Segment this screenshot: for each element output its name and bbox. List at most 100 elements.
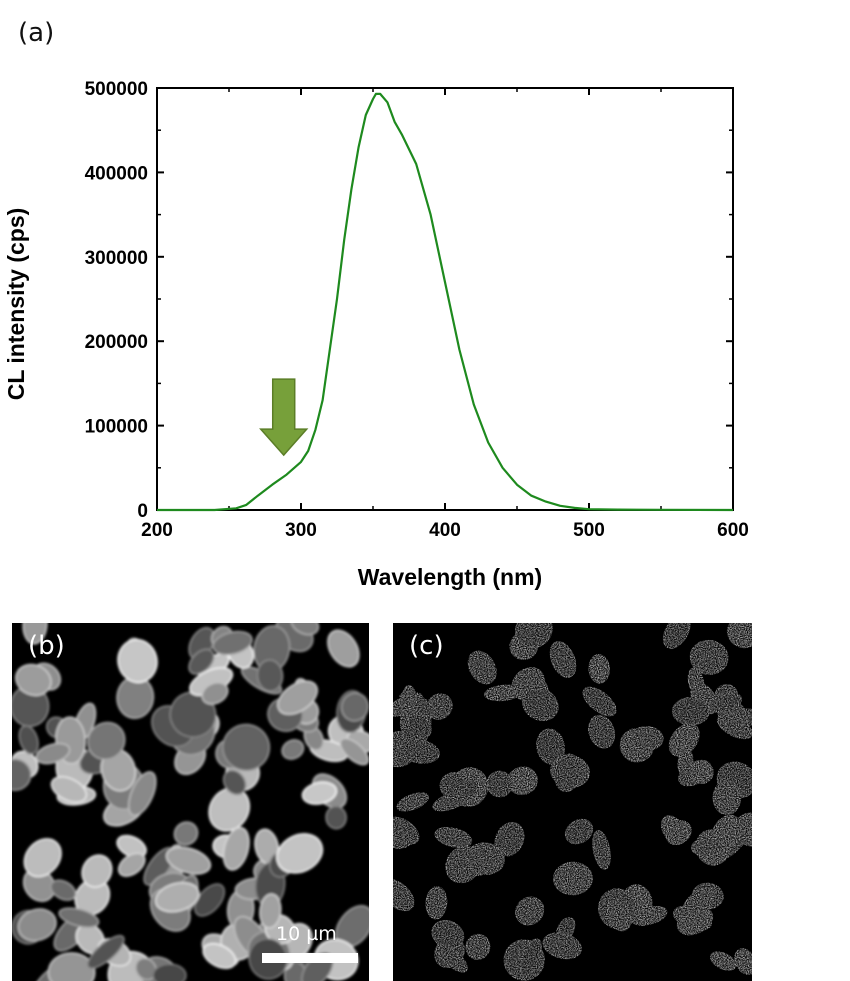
particle-cl [672, 696, 710, 726]
particle [165, 846, 212, 875]
particle-cl [515, 896, 545, 926]
x-tick-label: 200 [141, 520, 173, 541]
particle-cl [606, 899, 632, 932]
x-tick-label: 500 [573, 520, 605, 541]
x-axis-label: Wavelength (nm) [358, 564, 542, 590]
particle [188, 648, 215, 675]
particle-cl [698, 656, 723, 674]
particle [173, 821, 199, 846]
particle [201, 681, 229, 705]
particle-cl [668, 723, 700, 757]
particle-cl [393, 816, 420, 845]
particle [256, 659, 284, 692]
particle-cl [399, 739, 440, 764]
particle [81, 854, 113, 888]
particle-cl [564, 818, 594, 845]
y-tick-label: 200000 [85, 332, 148, 353]
x-tick-label: 600 [717, 520, 749, 541]
micrograph-b: (b) 10 µm [12, 623, 369, 981]
particle-cl [486, 770, 513, 798]
particle-cl [582, 686, 617, 717]
particle-cl [592, 830, 611, 870]
particle-cl [726, 623, 752, 649]
particle [47, 952, 96, 981]
particle-cl [554, 753, 582, 793]
particle-cl [552, 861, 593, 896]
particle-cl [734, 948, 752, 975]
micrograph-c: (c) [393, 623, 752, 981]
particle [340, 692, 369, 722]
y-tick-label: 500000 [85, 79, 148, 100]
y-tick-label: 100000 [85, 417, 148, 438]
particle [58, 907, 100, 928]
particle-cl [734, 812, 752, 847]
particle-cl [542, 932, 582, 960]
particle-cl [393, 878, 415, 912]
x-tick-label: 300 [285, 520, 317, 541]
y-axis-label: CL intensity (cps) [3, 208, 29, 401]
particle [222, 826, 250, 871]
particle [117, 638, 158, 684]
particle-cl [520, 938, 542, 977]
particle [35, 742, 71, 765]
particle-cl [549, 641, 577, 678]
panel-label-a: (a) [18, 18, 55, 48]
micrograph-c-image [393, 623, 752, 981]
scale-bar-line [262, 953, 358, 963]
particle [23, 838, 62, 878]
particle-cl [521, 687, 559, 721]
particle [202, 943, 237, 969]
particle [290, 623, 320, 636]
particle [18, 724, 39, 755]
particle [117, 852, 146, 877]
y-tick-label: 400000 [85, 163, 148, 184]
particle-cl [689, 760, 714, 784]
micrograph-b-image [12, 623, 369, 981]
scale-bar: 10 µm [262, 923, 358, 965]
particle-cl [630, 726, 664, 751]
particle [301, 781, 338, 805]
particle [212, 630, 253, 656]
scale-bar-label: 10 µm [276, 923, 337, 945]
particle-cl [465, 933, 491, 960]
particle [339, 737, 369, 766]
particle [276, 833, 324, 874]
series-line [157, 92, 734, 512]
particle-cl [716, 714, 752, 740]
particle-cl [662, 623, 691, 649]
particle-cl [425, 886, 448, 920]
particle-cl [588, 654, 610, 684]
particle-cl [709, 692, 743, 713]
particle [325, 805, 347, 830]
cl-spectrum-chart: 200 300 400 500 600 0 100000 200000 300000 400000… [3, 79, 749, 590]
particle-cl [515, 623, 553, 649]
y-tick-label: 0 [137, 501, 148, 522]
annotation-arrow [259, 378, 309, 457]
particle [12, 758, 32, 791]
plot-frame [156, 87, 734, 511]
particle-cl [588, 714, 616, 749]
particle [17, 908, 57, 942]
particle [327, 629, 360, 668]
particle-cl [465, 842, 505, 875]
particle [15, 663, 52, 697]
particle-cl [712, 780, 742, 816]
particle-cl [682, 887, 716, 917]
x-tick-label: 400 [429, 520, 461, 541]
particle [50, 776, 88, 803]
particle-cl [439, 772, 467, 799]
particle [87, 934, 125, 969]
particle-cl [467, 650, 497, 685]
y-tick-label: 300000 [85, 248, 148, 269]
particle [22, 623, 48, 645]
panel-label-c: (c) [409, 631, 444, 661]
particle-cl [396, 792, 429, 812]
particle-cl [434, 827, 473, 848]
particle [87, 721, 126, 760]
particle-cl [484, 684, 523, 702]
particle [135, 957, 157, 981]
particle [128, 771, 157, 817]
particle [50, 879, 77, 901]
particle [154, 882, 200, 913]
particle [222, 723, 271, 772]
